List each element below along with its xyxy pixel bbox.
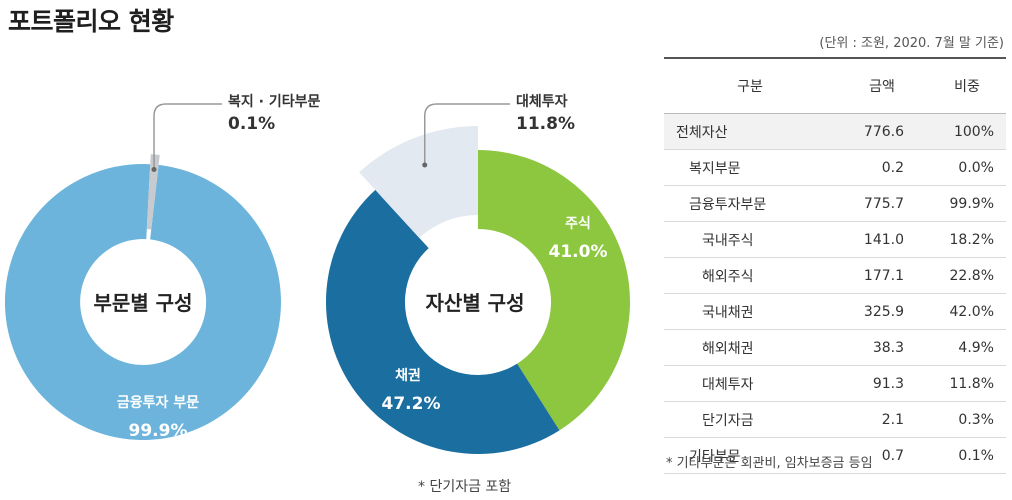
row-share: 18.2% [928, 221, 1006, 258]
row-name: 금융투자부문 [664, 185, 836, 222]
leader-dot-alt [422, 162, 428, 168]
row-name: 해외채권 [664, 329, 836, 366]
row-amount: 38.3 [836, 329, 928, 366]
row-share: 22.8% [928, 257, 1006, 294]
slice-alt [359, 126, 478, 238]
portfolio-table: 구분 금액 비중 전체자산 776.6 100% 복지부문 0.2 0.0% 금… [664, 57, 1006, 474]
slice-stock [478, 150, 631, 431]
row-name: 해외주식 [664, 257, 836, 294]
row-amount: 141.0 [836, 221, 928, 258]
donut-asset: 자산별 구성 주식 41.0% 채권 47.2% 대체투자 11.8% [325, 94, 631, 455]
row-amount: 91.3 [836, 365, 928, 402]
row-share: 0.0% [928, 149, 1006, 186]
row-share: 11.8% [928, 365, 1006, 402]
row-amount: 0.7 [836, 437, 928, 474]
slice-finance [4, 163, 281, 440]
value-bond: 47.2% [382, 394, 441, 414]
donut-division: 부문별 구성 금융투자 부문 99.9% 복지 · 기타부문 0.1% [4, 94, 320, 441]
chart-footnote: * 단기자금 포함 [418, 479, 512, 495]
row-share: 0.3% [928, 401, 1006, 438]
row-share: 100% [928, 113, 1006, 150]
table-row: 단기자금 2.1 0.3% [664, 401, 1006, 438]
col-header-amount: 금액 [836, 57, 928, 114]
table-row: 대체투자 91.3 11.8% [664, 365, 1006, 402]
label-bond: 채권 [395, 368, 421, 384]
row-amount: 2.1 [836, 401, 928, 438]
row-name: 국내주식 [664, 221, 836, 258]
leader-line-welfare [153, 103, 222, 170]
slice-bond [325, 189, 560, 455]
slice-welfare [146, 154, 160, 230]
row-share: 42.0% [928, 293, 1006, 330]
row-amount: 776.6 [836, 113, 928, 150]
row-amount: 775.7 [836, 185, 928, 222]
table-row: 국내채권 325.9 42.0% [664, 293, 1006, 330]
table-row: 전체자산 776.6 100% [664, 113, 1006, 150]
label-welfare: 복지 · 기타부문 [228, 94, 320, 110]
row-share: 0.1% [928, 437, 1006, 474]
col-header-share: 비중 [928, 57, 1006, 114]
value-finance: 99.9% [129, 421, 188, 441]
center-label-division: 부문별 구성 [94, 291, 193, 315]
leader-line-alt [423, 103, 510, 165]
row-name: 단기자금 [664, 401, 836, 438]
table-footnote: * 기타부문은 회관비, 임차보증금 등임 [666, 456, 873, 471]
table-row: 해외채권 38.3 4.9% [664, 329, 1006, 366]
table-row: 복지부문 0.2 0.0% [664, 149, 1006, 186]
col-header-category: 구분 [664, 57, 836, 114]
table-row: 국내주식 141.0 18.2% [664, 221, 1006, 258]
table-row: 해외주식 177.1 22.8% [664, 257, 1006, 294]
value-stock: 41.0% [549, 242, 608, 262]
unit-note: (단위 : 조원, 2020. 7월 말 기준) [819, 36, 1004, 51]
row-amount: 0.2 [836, 149, 928, 186]
row-name: 국내채권 [664, 293, 836, 330]
row-amount: 177.1 [836, 257, 928, 294]
row-name: 전체자산 [664, 113, 836, 150]
label-finance: 금융투자 부문 [117, 395, 199, 411]
row-name: 복지부문 [664, 149, 836, 186]
donut-charts: 부문별 구성 금융투자 부문 99.9% 복지 · 기타부문 0.1% 자산별 … [4, 94, 631, 455]
row-name: 대체투자 [664, 365, 836, 402]
page-title: 포트폴리오 현황 [8, 7, 174, 36]
leader-dot-welfare [151, 166, 157, 172]
table-row: 기타부문 0.7 0.1% [664, 437, 1006, 474]
row-share: 99.9% [928, 185, 1006, 222]
center-label-asset: 자산별 구성 [426, 291, 525, 315]
table-header-row: 구분 금액 비중 [664, 57, 1006, 114]
row-share: 4.9% [928, 329, 1006, 366]
row-amount: 325.9 [836, 293, 928, 330]
label-alt: 대체투자 [516, 94, 568, 110]
table-row: 금융투자부문 775.7 99.9% [664, 185, 1006, 222]
label-stock: 주식 [565, 216, 591, 232]
value-alt: 11.8% [516, 114, 575, 134]
value-welfare: 0.1% [228, 114, 275, 134]
row-name: 기타부문 [664, 437, 836, 474]
